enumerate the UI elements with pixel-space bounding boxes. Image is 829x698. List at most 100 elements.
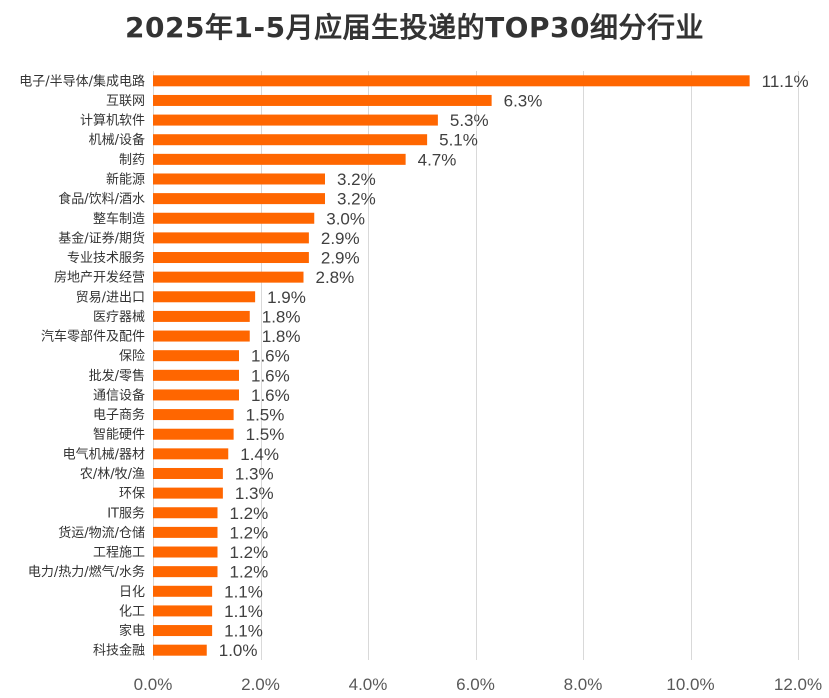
bar <box>153 605 213 617</box>
data-label: 1.2% <box>230 563 269 582</box>
category-label: 计算机软件 <box>80 114 145 129</box>
data-label: 1.3% <box>235 484 274 503</box>
category-label: IT服务 <box>107 505 145 521</box>
bar <box>153 330 250 342</box>
category-label: 电气机械/器材 <box>63 446 145 462</box>
bar <box>153 94 492 106</box>
x-tick-label: 2.0% <box>241 675 280 694</box>
bar <box>153 625 213 637</box>
data-label: 1.8% <box>262 327 301 346</box>
data-label: 3.2% <box>337 170 376 189</box>
data-label: 1.6% <box>251 347 290 366</box>
bar <box>153 271 304 283</box>
category-label: 机械/设备 <box>89 132 145 148</box>
category-label: 汽车零部件及配件 <box>41 329 145 345</box>
category-label: 批发/零售 <box>89 368 145 384</box>
category-label: 贸易/进出口 <box>76 290 145 305</box>
bar <box>153 507 218 519</box>
bar <box>153 369 239 381</box>
bar <box>153 389 239 401</box>
bar <box>153 467 223 479</box>
bar <box>153 193 325 205</box>
category-label: 电子/半导体/集成电路 <box>19 73 145 89</box>
category-label: 农/林/牧/渔 <box>80 467 145 482</box>
x-tick-label: 6.0% <box>456 675 495 694</box>
category-label: 新能源 <box>106 171 145 187</box>
data-label: 11.1% <box>762 72 809 91</box>
category-label: 基金/证券/期货 <box>58 230 145 246</box>
category-label: 科技金融 <box>93 643 145 659</box>
bar <box>153 566 218 578</box>
data-label: 1.1% <box>224 622 263 641</box>
category-label: 家电 <box>119 623 145 639</box>
category-label: 日化 <box>119 585 145 600</box>
data-label: 1.5% <box>246 425 285 444</box>
x-tick-label: 10.0% <box>666 675 714 694</box>
data-label: 1.5% <box>246 406 285 425</box>
bar <box>153 428 234 440</box>
category-label: 环保 <box>119 487 145 502</box>
data-label: 4.7% <box>418 150 457 169</box>
bar <box>153 644 207 656</box>
data-label: 1.6% <box>251 386 290 405</box>
category-label: 房地产开发经营 <box>54 270 145 286</box>
data-label: 3.2% <box>337 190 376 209</box>
category-label: 医疗器械 <box>93 310 145 325</box>
data-label: 1.2% <box>230 523 269 542</box>
data-label: 1.1% <box>224 602 263 621</box>
category-label: 电力/热力/燃气/水务 <box>28 564 145 580</box>
x-tick-label: 8.0% <box>564 675 603 694</box>
bar <box>153 585 213 597</box>
bar <box>153 487 223 499</box>
x-tick-label: 12.0% <box>774 675 822 694</box>
data-label: 1.9% <box>267 288 306 307</box>
category-label: 专业技术服务 <box>67 250 145 266</box>
data-label: 2.8% <box>316 268 355 287</box>
category-label: 智能硬件 <box>93 428 145 443</box>
bar <box>153 546 218 558</box>
bar <box>153 310 250 322</box>
data-label: 2.9% <box>321 249 360 268</box>
data-label: 5.1% <box>439 131 478 150</box>
bar <box>153 526 218 538</box>
bar <box>153 409 234 421</box>
data-label: 1.0% <box>219 641 258 660</box>
category-label: 整车制造 <box>93 211 145 227</box>
data-label: 1.8% <box>262 307 301 326</box>
bar <box>153 114 438 126</box>
data-label: 1.4% <box>240 445 279 464</box>
category-label: 货运/物流/仓储 <box>58 525 145 541</box>
data-label: 5.3% <box>450 111 489 130</box>
category-label: 互联网 <box>106 94 145 109</box>
category-label: 保险 <box>119 349 145 364</box>
data-label: 1.1% <box>224 582 263 601</box>
bar <box>153 212 315 224</box>
data-label: 1.2% <box>230 504 269 523</box>
x-tick-label: 0.0% <box>134 675 173 694</box>
category-label: 电子商务 <box>93 407 145 423</box>
bar <box>153 232 309 244</box>
category-label: 化工 <box>119 604 145 619</box>
category-label: 制药 <box>119 153 145 168</box>
data-label: 1.3% <box>235 464 274 483</box>
category-label: 通信设备 <box>93 387 145 403</box>
x-tick-label: 4.0% <box>349 675 388 694</box>
chart-title: 2025年1-5月应届生投递的TOP30细分行业 <box>125 11 704 44</box>
data-label: 1.2% <box>230 543 269 562</box>
bar <box>153 448 229 460</box>
bar <box>153 134 428 146</box>
bar <box>153 252 309 264</box>
bar <box>153 350 239 362</box>
bar <box>153 75 750 87</box>
data-label: 6.3% <box>504 91 543 110</box>
bar <box>153 153 406 165</box>
bar <box>153 173 325 185</box>
data-label: 3.0% <box>326 209 365 228</box>
data-label: 2.9% <box>321 229 360 248</box>
category-label: 工程施工 <box>93 546 145 561</box>
bar <box>153 291 256 303</box>
category-label: 食品/饮料/酒水 <box>58 191 145 207</box>
data-label: 1.6% <box>251 366 290 385</box>
